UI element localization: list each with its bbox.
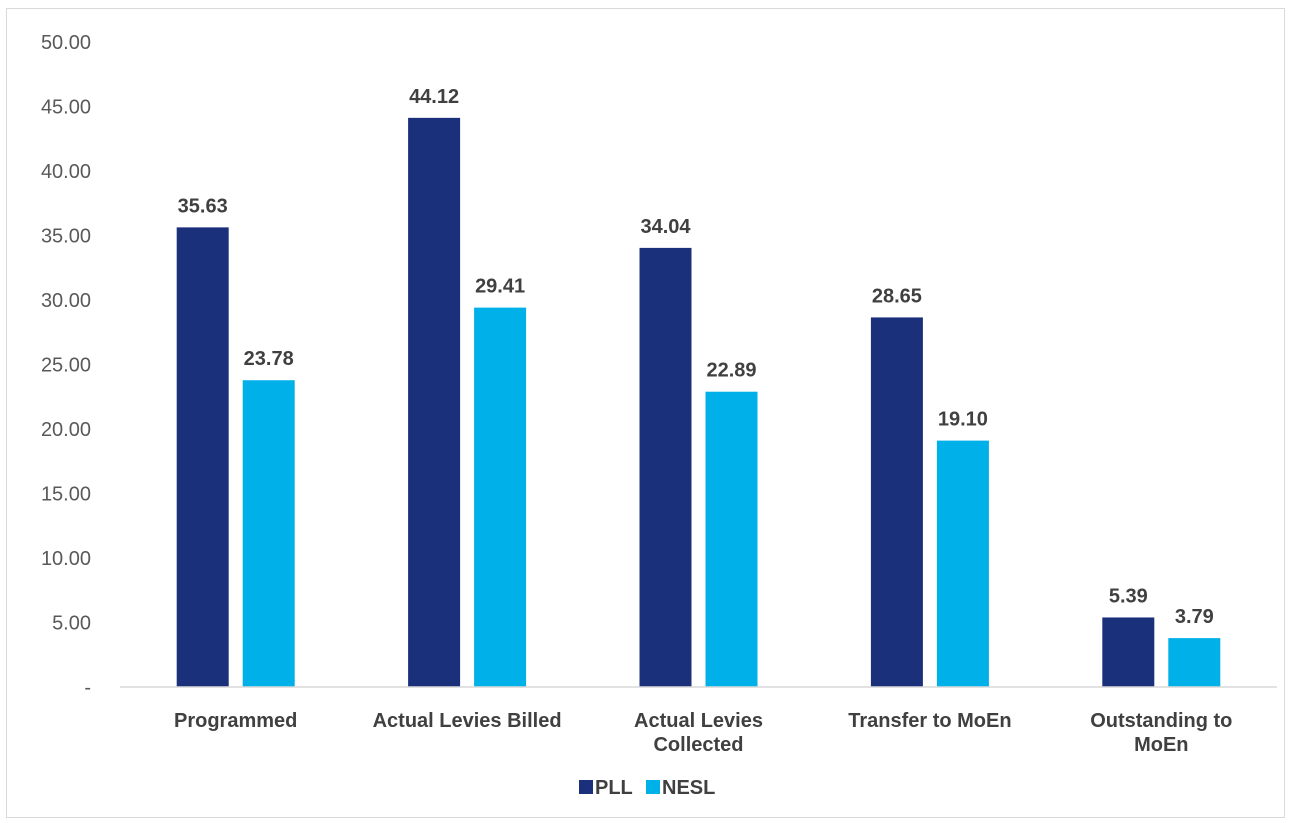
x-axis: Programmed Actual Levies Billed Actual Lev… [120,686,1277,756]
data-label-nesl: 3.79 [1175,606,1214,628]
bar-pll [408,117,461,688]
y-tick-label: 20.00 [41,419,91,441]
bar-nesl [705,391,758,687]
bar-pll [870,317,923,687]
legend-swatch-pll [579,780,593,794]
data-label-pll: 35.63 [178,195,228,217]
bar-pll [639,247,692,687]
y-tick-label: 30.00 [41,290,91,312]
x-tick-label: Outstanding to [1090,710,1232,732]
bar-pll [1102,617,1155,687]
y-tick-label: 45.00 [41,97,91,119]
y-tick-label: - [84,677,91,699]
y-tick-label: 25.00 [41,355,91,377]
x-tick-label: MoEn [1134,734,1188,756]
data-label-pll: 44.12 [409,86,459,108]
x-tick-label: Transfer to MoEn [848,710,1011,732]
legend-swatch-nesl [646,780,660,794]
bar-nesl [474,307,527,687]
chart-frame: - 5.00 10.00 15.00 20.00 25.00 30.00 35.00 40.00… [6,8,1285,818]
data-label-nesl: 29.41 [475,276,525,298]
x-tick-label: Collected [653,734,743,756]
y-tick-label: 5.00 [52,613,91,635]
legend-label-pll: PLL [595,777,633,799]
data-label-pll: 5.39 [1109,585,1148,607]
bar-nesl [1168,638,1221,687]
x-tick-label: Actual Levies [634,710,763,732]
bars: 35.63 23.78 44.12 29.41 34.04 22.89 28.65 19.10… [176,86,1221,688]
data-label-pll: 28.65 [872,285,922,307]
y-tick-label: 35.00 [41,226,91,248]
y-tick-label: 15.00 [41,484,91,506]
data-label-nesl: 19.10 [938,409,988,431]
y-tick-label: 50.00 [41,32,91,54]
bar-pll [176,227,229,688]
y-tick-label: 10.00 [41,548,91,570]
y-tick-label: 40.00 [41,161,91,183]
bar-nesl [936,440,989,687]
legend: PLL NESL [579,777,715,799]
data-label-pll: 34.04 [640,216,691,238]
bar-nesl [242,380,295,687]
x-tick-label: Programmed [174,710,297,732]
x-tick-label: Actual Levies Billed [373,710,562,732]
bar-chart: - 5.00 10.00 15.00 20.00 25.00 30.00 35.00 40.00… [41,32,1277,799]
legend-label-nesl: NESL [662,777,715,799]
y-axis: - 5.00 10.00 15.00 20.00 25.00 30.00 35.00 40.00… [41,32,91,699]
data-label-nesl: 23.78 [244,348,294,370]
data-label-nesl: 22.89 [706,360,756,382]
